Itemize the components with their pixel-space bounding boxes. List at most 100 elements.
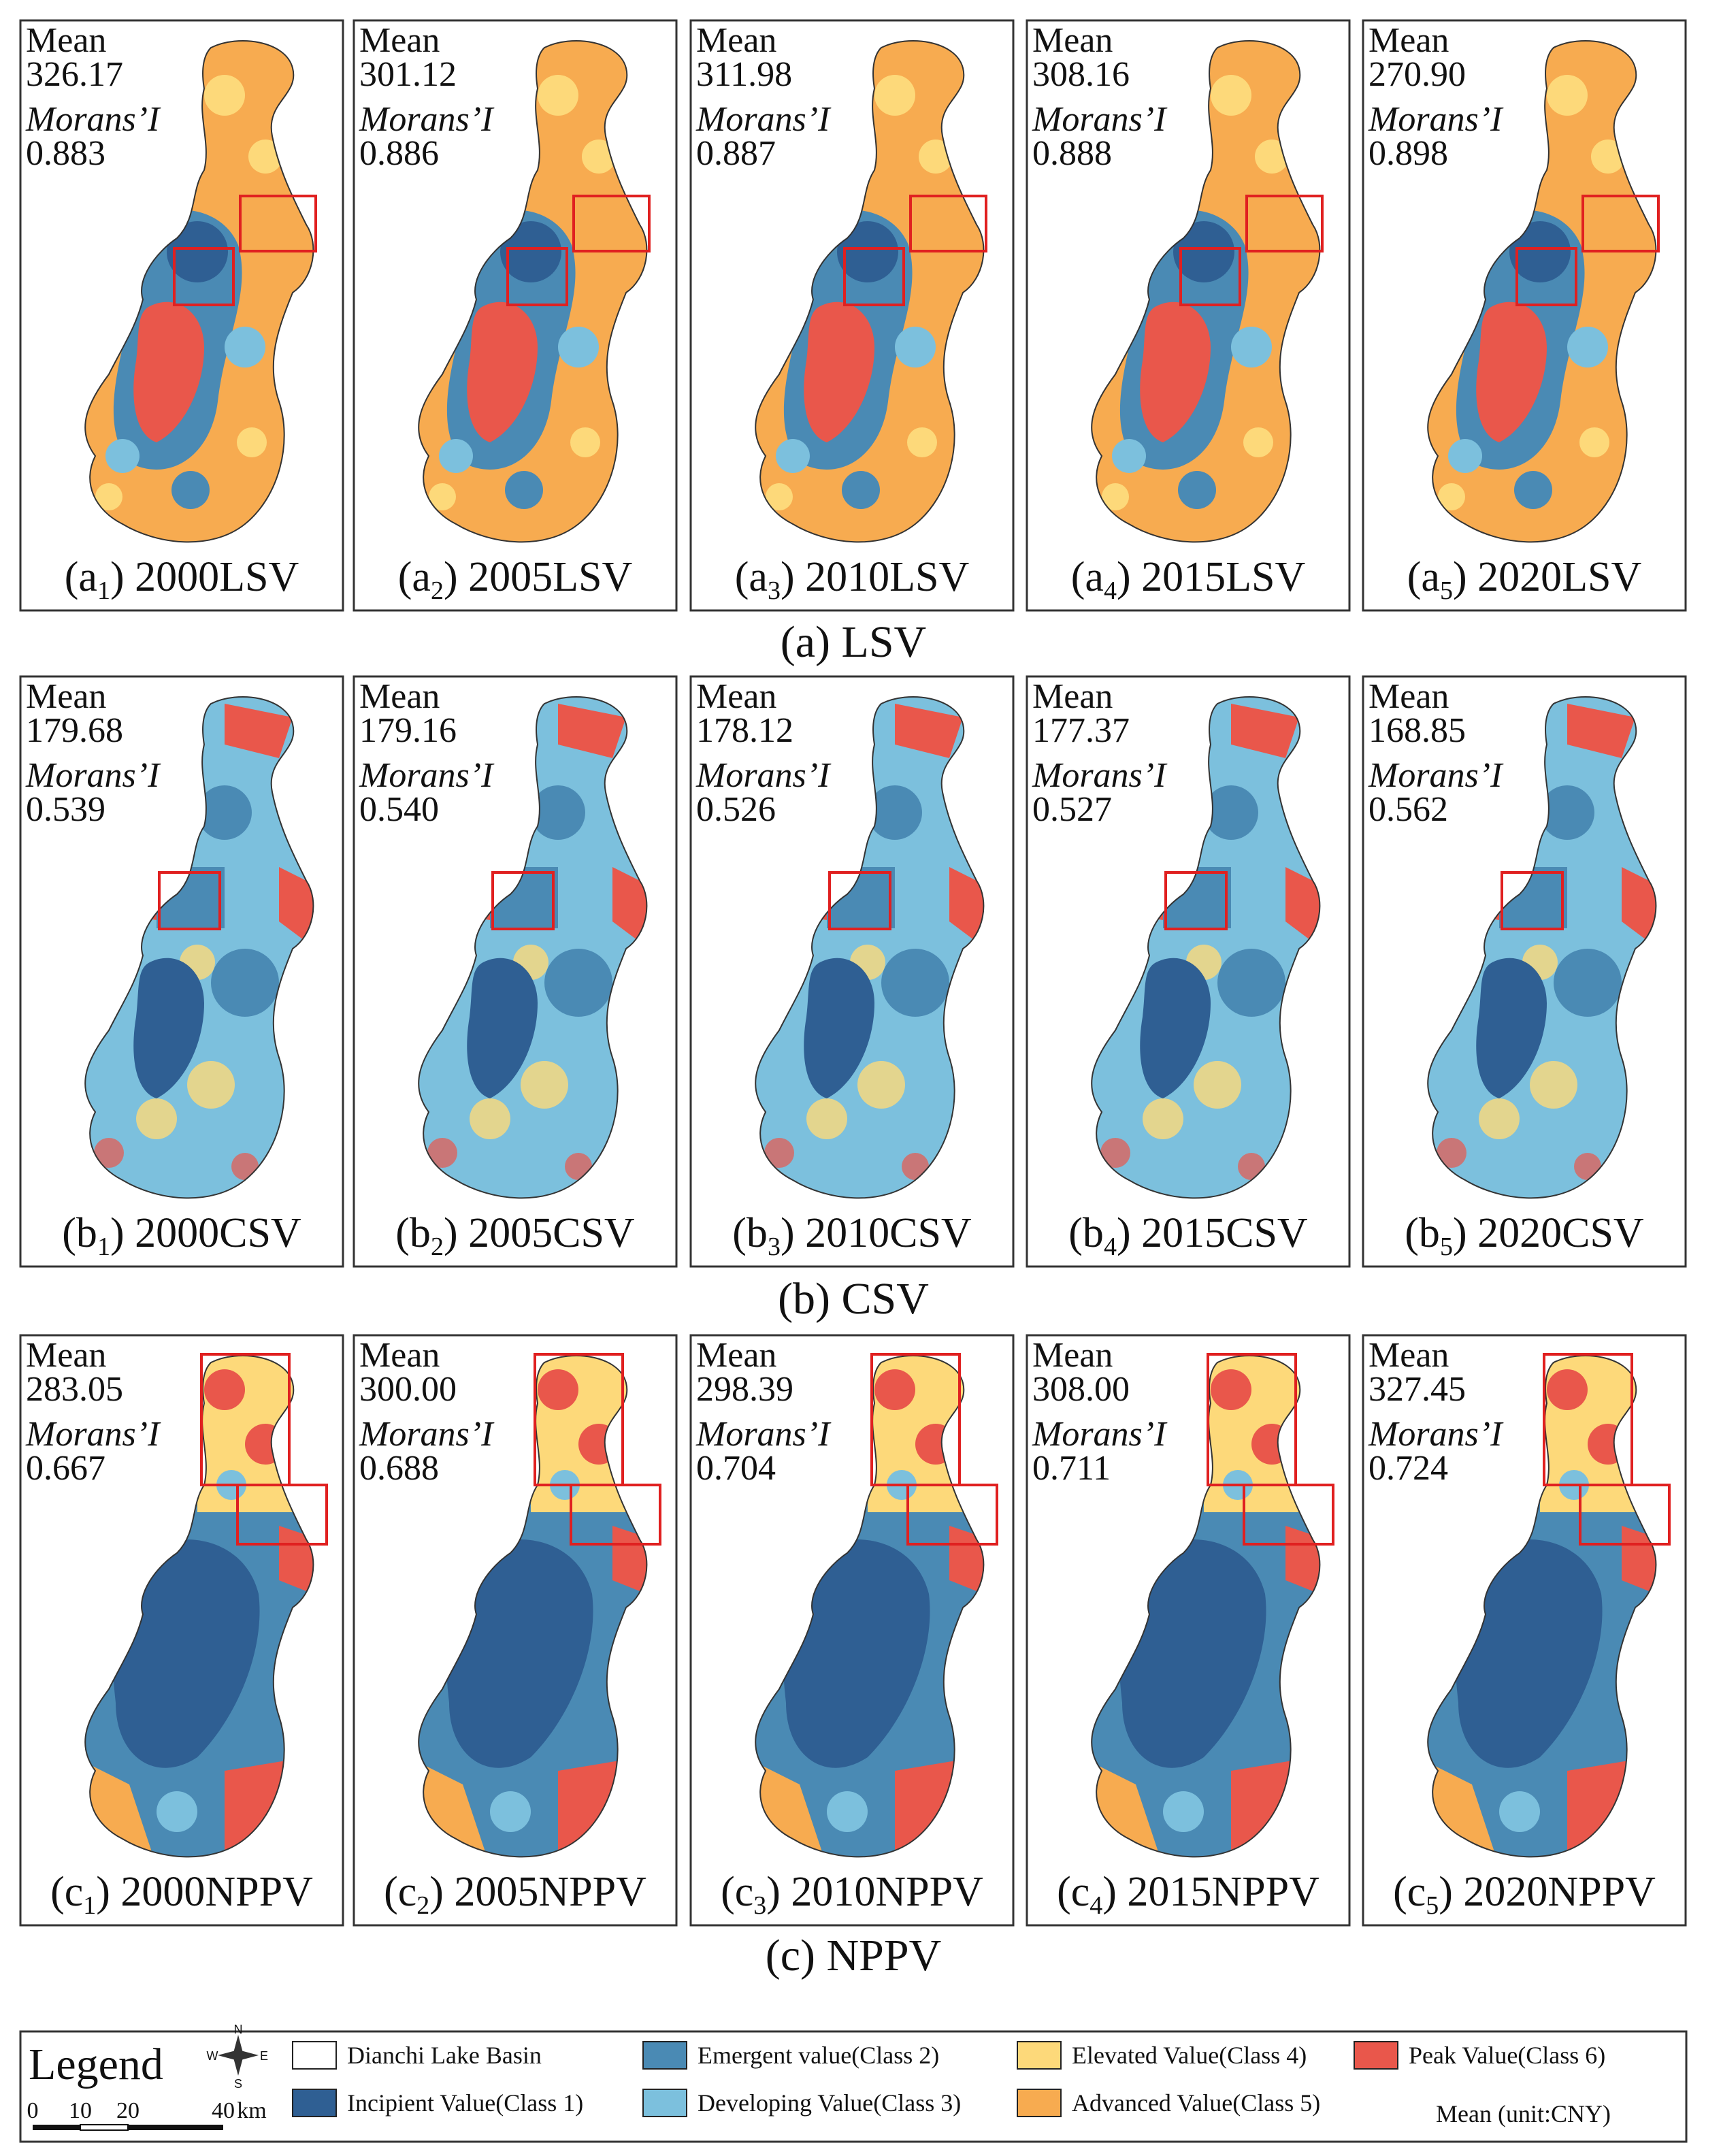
panel-caption: (a1) 2000LSV <box>65 554 299 605</box>
caption-suffix: ) 2005CSV <box>444 1210 635 1256</box>
caption-suffix: ) 2010LSV <box>781 554 970 600</box>
panel-caption: (b4) 2015CSV <box>1068 1210 1308 1261</box>
caption-prefix: (a <box>65 554 97 600</box>
legend-swatch <box>642 2041 687 2070</box>
mean-value: 301.12 <box>359 55 457 94</box>
scale-label: km <box>237 2098 266 2123</box>
compass-label: W <box>207 2049 218 2063</box>
morans-value: 0.898 <box>1368 134 1448 173</box>
mean-value: 177.37 <box>1032 711 1130 750</box>
caption-prefix: (b <box>1068 1210 1104 1256</box>
mean-label: Mean <box>26 677 106 716</box>
mean-value: 326.17 <box>26 55 123 94</box>
mean-value: 308.00 <box>1032 1370 1130 1409</box>
mean-value: 283.05 <box>26 1370 123 1409</box>
caption-subscript: 1 <box>97 576 110 605</box>
caption-prefix: (c <box>50 1869 83 1915</box>
mean-label: Mean <box>1032 1336 1113 1375</box>
compass-label: S <box>234 2077 242 2091</box>
mean-value: 300.00 <box>359 1370 457 1409</box>
caption-prefix: (b <box>62 1210 97 1256</box>
morans-label: Morans’I <box>359 1415 495 1454</box>
panel-caption: (c1) 2000NPPV <box>50 1869 313 1920</box>
caption-prefix: (a <box>1071 554 1104 600</box>
legend-label: Developing Value(Class 3) <box>698 2089 961 2117</box>
morans-value: 0.711 <box>1032 1449 1111 1488</box>
caption-prefix: (a <box>735 554 768 600</box>
caption-prefix: (c <box>721 1869 753 1915</box>
morans-value: 0.539 <box>26 790 105 829</box>
legend-swatch <box>642 2089 687 2117</box>
legend-title: Legend <box>29 2040 163 2089</box>
legend-box <box>19 2030 1688 2143</box>
legend-label: Emergent value(Class 2) <box>698 2042 939 2069</box>
morans-value: 0.540 <box>359 790 439 829</box>
panel-caption: (a3) 2010LSV <box>735 554 970 605</box>
mean-value: 168.85 <box>1368 711 1466 750</box>
mean-value: 327.45 <box>1368 1370 1466 1409</box>
row-title: (b) CSV <box>778 1274 929 1324</box>
morans-label: Morans’I <box>359 100 495 139</box>
caption-suffix: ) 2015CSV <box>1117 1210 1308 1256</box>
mean-value: 311.98 <box>696 55 792 94</box>
panel-caption: (b2) 2005CSV <box>395 1210 635 1261</box>
morans-label: Morans’I <box>1032 756 1168 795</box>
legend-label: Incipient Value(Class 1) <box>347 2089 583 2117</box>
compass-label: N <box>234 2023 243 2036</box>
mean-label: Mean <box>26 21 106 60</box>
morans-label: Morans’I <box>1368 756 1504 795</box>
morans-label: Morans’I <box>1032 1415 1168 1454</box>
scale-label: 40 <box>212 2098 235 2123</box>
caption-subscript: 4 <box>1089 1891 1102 1920</box>
panel-caption: (a4) 2015LSV <box>1071 554 1306 605</box>
caption-suffix: ) 2015NPPV <box>1102 1869 1320 1915</box>
morans-value: 0.526 <box>696 790 776 829</box>
caption-suffix: ) 2020LSV <box>1453 554 1642 600</box>
scale-label: 0 <box>27 2098 39 2123</box>
morans-label: Morans’I <box>695 756 832 795</box>
panel-caption: (b1) 2000CSV <box>62 1210 301 1261</box>
panel-caption: (c2) 2005NPPV <box>384 1869 646 1920</box>
morans-label: Morans’I <box>359 756 495 795</box>
compass <box>218 2035 259 2076</box>
panel-caption: (a5) 2020LSV <box>1407 554 1642 605</box>
morans-label: Morans’I <box>1368 1415 1504 1454</box>
mean-label: Mean <box>696 21 776 60</box>
row-title: (c) NPPV <box>766 1931 942 1980</box>
mean-label: Mean <box>696 1336 776 1375</box>
mean-label: Mean <box>1368 21 1449 60</box>
scale-label: 20 <box>116 2098 140 2123</box>
caption-subscript: 2 <box>431 576 444 605</box>
panel-caption: (a2) 2005LSV <box>398 554 633 605</box>
caption-suffix: ) 2010NPPV <box>766 1869 983 1915</box>
caption-suffix: ) 2005NPPV <box>429 1869 646 1915</box>
caption-subscript: 2 <box>431 1232 444 1261</box>
mean-value: 179.16 <box>359 711 457 750</box>
mean-label: Mean <box>696 677 776 716</box>
mean-label: Mean <box>1368 677 1449 716</box>
caption-suffix: ) 2000NPPV <box>96 1869 313 1915</box>
legend-swatch <box>292 2089 337 2117</box>
mean-label: Mean <box>1032 677 1113 716</box>
caption-prefix: (a <box>1407 554 1440 600</box>
caption-subscript: 5 <box>1426 1891 1439 1920</box>
legend-label: Dianchi Lake Basin <box>347 2042 542 2069</box>
mean-label: Mean <box>359 21 440 60</box>
caption-subscript: 4 <box>1104 1232 1117 1261</box>
panel-caption: (b5) 2020CSV <box>1405 1210 1644 1261</box>
morans-label: Morans’I <box>25 756 161 795</box>
legend-label: Elevated Value(Class 4) <box>1072 2042 1307 2069</box>
morans-value: 0.887 <box>696 134 776 173</box>
caption-suffix: ) 2000LSV <box>110 554 299 600</box>
caption-subscript: 3 <box>753 1891 766 1920</box>
panel-caption: (c3) 2010NPPV <box>721 1869 983 1920</box>
